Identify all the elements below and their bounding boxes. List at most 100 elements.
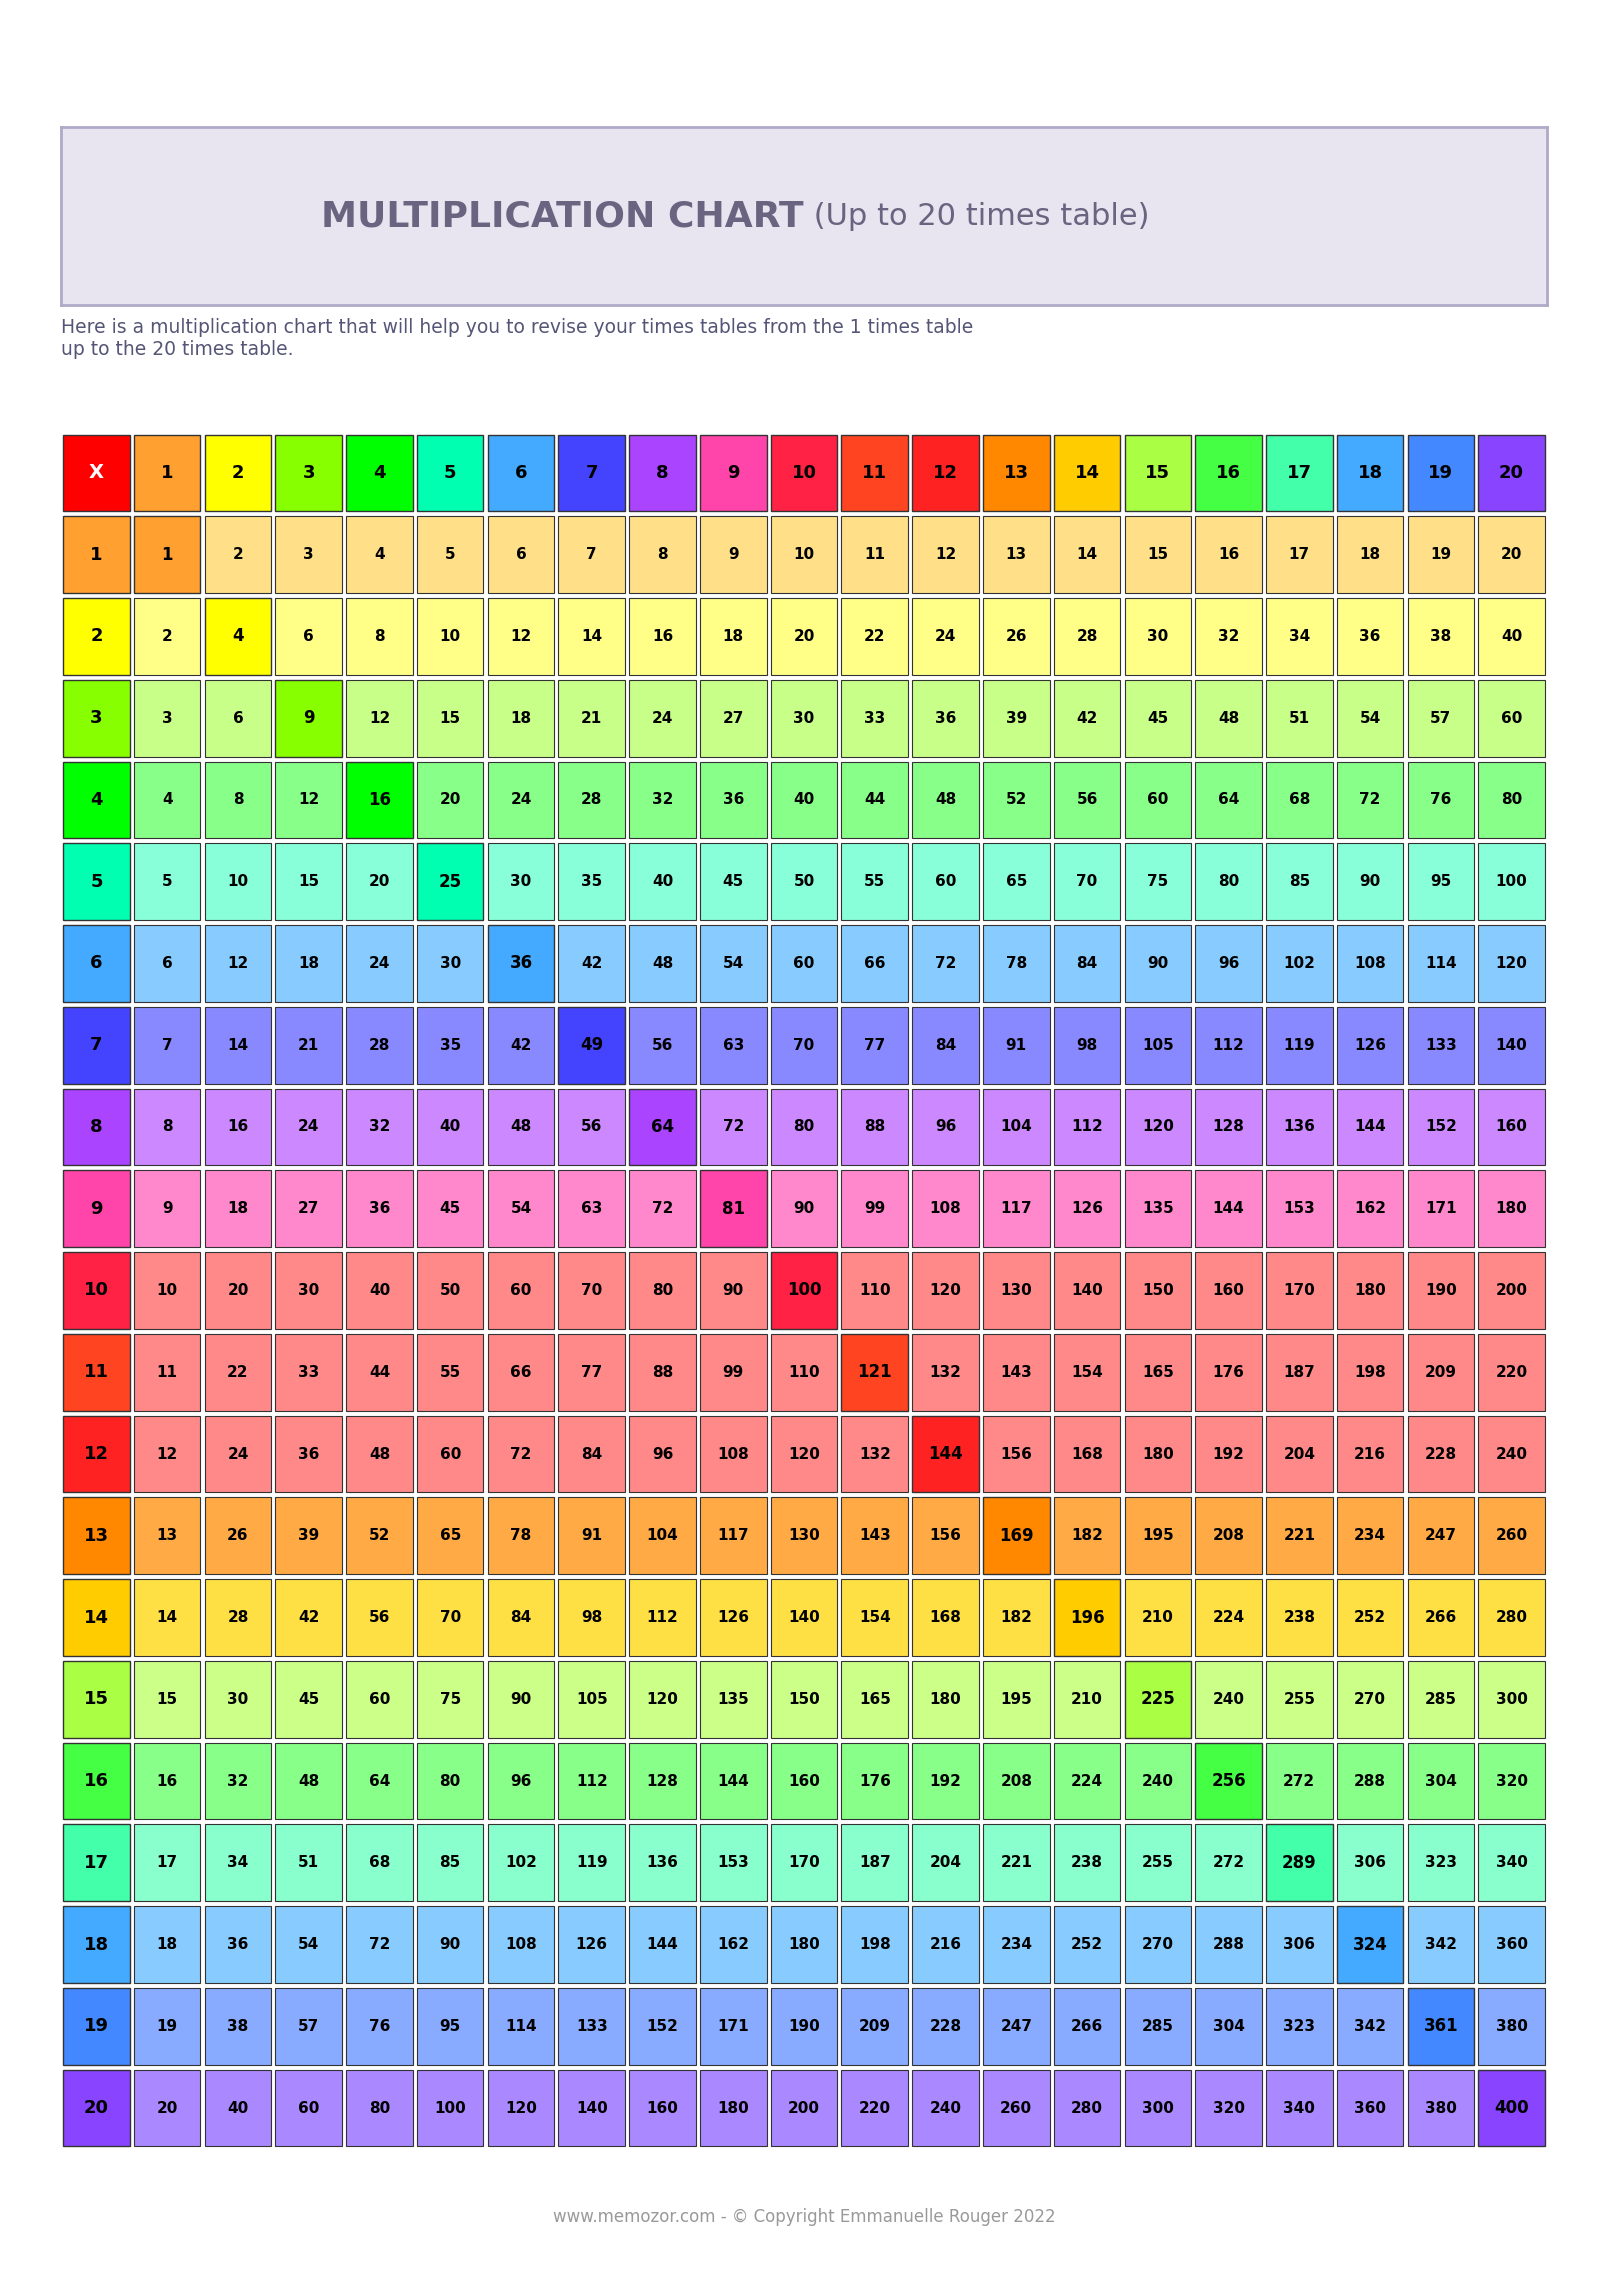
Bar xyxy=(1194,844,1261,921)
Bar xyxy=(770,844,837,921)
Bar xyxy=(63,516,130,594)
Bar xyxy=(840,1253,908,1328)
Text: 114: 114 xyxy=(1424,955,1456,971)
Text: 3: 3 xyxy=(302,464,315,482)
Bar xyxy=(1335,1171,1403,1246)
Bar xyxy=(1053,844,1120,921)
Bar xyxy=(416,1906,484,1983)
Text: 143: 143 xyxy=(1000,1364,1032,1380)
Bar xyxy=(982,434,1049,512)
Text: 32: 32 xyxy=(651,791,673,807)
Text: 75: 75 xyxy=(1146,873,1168,889)
Bar xyxy=(346,1660,413,1737)
Text: 133: 133 xyxy=(575,2019,607,2033)
Text: 228: 228 xyxy=(929,2019,961,2033)
Text: 10: 10 xyxy=(156,1283,178,1298)
Bar xyxy=(1194,1987,1261,2065)
Text: 210: 210 xyxy=(1141,1610,1173,1626)
Bar xyxy=(628,1987,696,2065)
Bar xyxy=(487,1253,554,1328)
Text: 15: 15 xyxy=(1146,548,1168,562)
Bar xyxy=(1406,434,1474,512)
Text: 44: 44 xyxy=(863,791,885,807)
Text: 38: 38 xyxy=(1429,630,1451,644)
Text: 7: 7 xyxy=(90,1037,103,1055)
Bar xyxy=(1194,1417,1261,1492)
Text: 210: 210 xyxy=(1070,1692,1102,1708)
Text: www.memozor.com - © Copyright Emmanuelle Rouger 2022: www.memozor.com - © Copyright Emmanuelle… xyxy=(553,2208,1054,2226)
Bar xyxy=(770,434,837,512)
Text: 33: 33 xyxy=(297,1364,320,1380)
Text: 300: 300 xyxy=(1495,1692,1527,1708)
Text: 196: 196 xyxy=(1069,1608,1104,1626)
Bar xyxy=(133,680,201,757)
Text: 30: 30 xyxy=(439,955,461,971)
Bar xyxy=(911,1335,979,1410)
Bar xyxy=(487,1007,554,1085)
Bar xyxy=(133,1578,201,1655)
Text: 180: 180 xyxy=(1353,1283,1385,1298)
Bar xyxy=(1335,1578,1403,1655)
Text: 1: 1 xyxy=(161,464,174,482)
Bar xyxy=(911,598,979,675)
Text: 16: 16 xyxy=(651,630,673,644)
Text: 238: 238 xyxy=(1070,1856,1102,1869)
Bar xyxy=(346,1742,413,1819)
Text: 5: 5 xyxy=(162,873,172,889)
Text: 7: 7 xyxy=(162,1037,172,1053)
Bar xyxy=(487,516,554,594)
Text: 108: 108 xyxy=(717,1446,749,1462)
Text: 96: 96 xyxy=(651,1446,673,1462)
Bar xyxy=(204,1824,272,1901)
Text: 72: 72 xyxy=(651,1201,673,1217)
Text: 24: 24 xyxy=(227,1446,249,1462)
Text: 13: 13 xyxy=(1004,548,1027,562)
Bar xyxy=(1406,1253,1474,1328)
Bar xyxy=(558,1417,625,1492)
Bar xyxy=(487,2069,554,2147)
Bar xyxy=(416,2069,484,2147)
Text: 48: 48 xyxy=(1216,712,1239,725)
Text: 14: 14 xyxy=(1073,464,1099,482)
Text: 152: 152 xyxy=(646,2019,678,2033)
Text: 11: 11 xyxy=(156,1364,178,1380)
Text: 144: 144 xyxy=(1353,1119,1385,1135)
Text: 18: 18 xyxy=(722,630,744,644)
Text: 144: 144 xyxy=(1212,1201,1244,1217)
Bar xyxy=(1053,1496,1120,1574)
Bar xyxy=(840,598,908,675)
Bar xyxy=(133,1824,201,1901)
Text: 66: 66 xyxy=(863,955,885,971)
Text: 6: 6 xyxy=(233,712,243,725)
Text: 169: 169 xyxy=(998,1526,1033,1544)
Text: 80: 80 xyxy=(439,1774,461,1790)
Text: 40: 40 xyxy=(368,1283,391,1298)
Text: 108: 108 xyxy=(505,1937,537,1951)
Bar xyxy=(133,1742,201,1819)
Text: 28: 28 xyxy=(580,791,603,807)
Bar xyxy=(628,1417,696,1492)
Bar xyxy=(63,1906,130,1983)
Text: 104: 104 xyxy=(646,1528,678,1544)
Bar xyxy=(1335,762,1403,839)
Bar xyxy=(1406,1335,1474,1410)
Bar xyxy=(1265,1496,1332,1574)
Bar xyxy=(204,1578,272,1655)
Text: 60: 60 xyxy=(439,1446,461,1462)
Bar xyxy=(699,680,767,757)
Text: 270: 270 xyxy=(1141,1937,1173,1951)
Bar xyxy=(628,598,696,675)
Text: 117: 117 xyxy=(1000,1201,1032,1217)
Bar xyxy=(558,1824,625,1901)
Bar xyxy=(1406,762,1474,839)
Text: 15: 15 xyxy=(156,1692,178,1708)
Text: 198: 198 xyxy=(1353,1364,1385,1380)
Bar xyxy=(628,1089,696,1164)
Bar xyxy=(1194,1089,1261,1164)
Bar xyxy=(1123,1660,1191,1737)
Bar xyxy=(1335,1742,1403,1819)
Text: 171: 171 xyxy=(1424,1201,1456,1217)
Text: 8: 8 xyxy=(233,791,243,807)
Text: 91: 91 xyxy=(1004,1037,1027,1053)
Bar xyxy=(840,1335,908,1410)
